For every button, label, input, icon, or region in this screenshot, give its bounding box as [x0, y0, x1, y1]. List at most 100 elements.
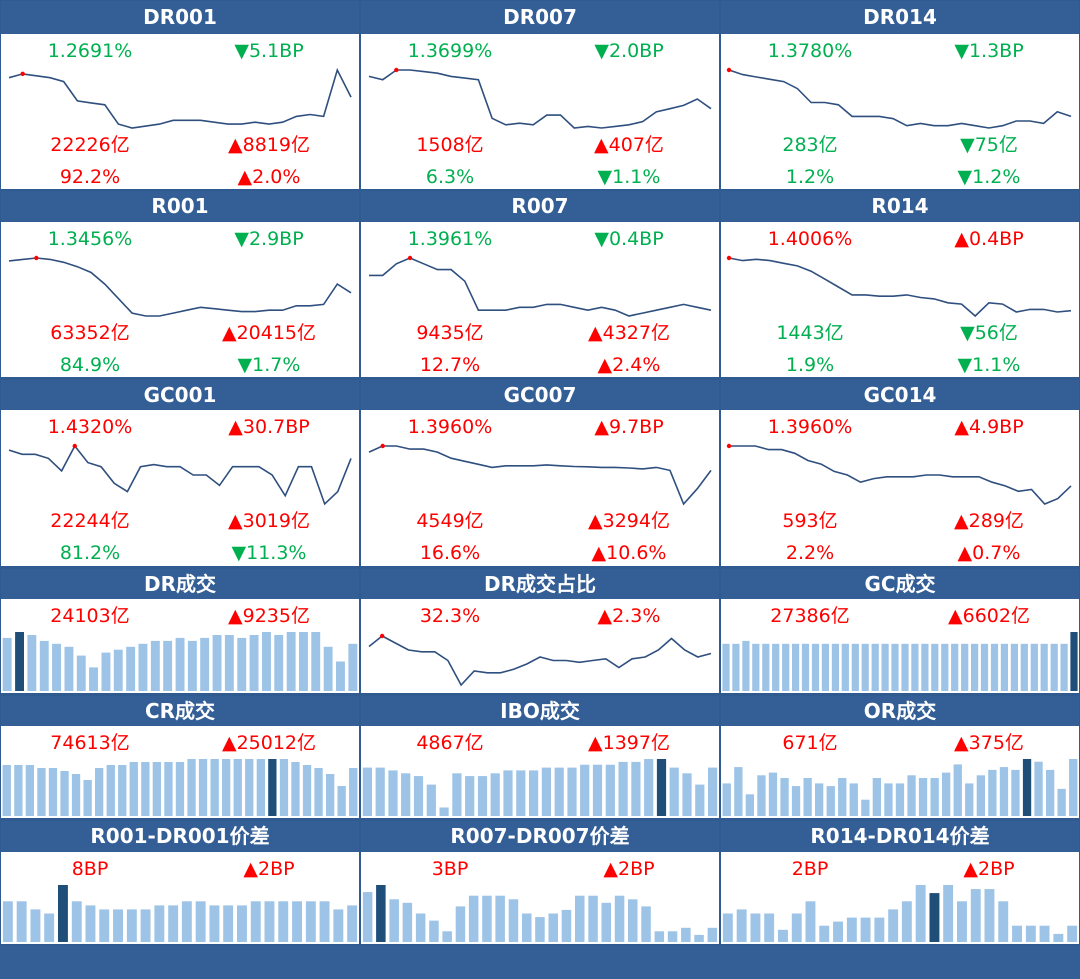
bar [305, 901, 316, 942]
bar [722, 783, 731, 816]
bar [187, 759, 196, 816]
bar [631, 761, 641, 816]
bar [302, 765, 312, 816]
bar [39, 640, 49, 691]
bar [529, 770, 539, 816]
bar [442, 931, 452, 942]
panel-DR014: DR014 1.3780% ▼1.3BP 283亿 ▼75亿 1.2% ▼1.2% [721, 1, 1079, 189]
bar [52, 643, 61, 691]
bar [654, 931, 665, 942]
bar [951, 643, 959, 691]
bar [656, 759, 667, 816]
bar [129, 762, 138, 816]
panel-title: GC001 [1, 380, 359, 410]
rate-value: 1.3780% [767, 40, 853, 62]
bar [734, 767, 743, 816]
bar [274, 635, 284, 691]
max-marker [726, 255, 732, 261]
series-line [728, 257, 1072, 318]
chart-DR成交 [2, 632, 358, 691]
bar [930, 778, 939, 816]
chart-R001 [8, 255, 352, 317]
bar [722, 643, 730, 691]
bar [826, 786, 835, 816]
bar [1046, 769, 1055, 816]
volume-change: ▲3294亿 [588, 510, 670, 532]
share-change: ▼1.1% [957, 354, 1021, 376]
chart-OR成交 [722, 759, 1078, 816]
bar [750, 913, 761, 942]
panel-R001-DR001价差: R001-DR001价差 8BP ▲2BP [1, 821, 359, 944]
panel-title: R014-DR014价差 [721, 821, 1079, 852]
bar [2, 901, 13, 942]
rate-value: 1.3960% [407, 416, 493, 438]
bar [1030, 643, 1038, 691]
bar [44, 913, 55, 942]
bar [413, 776, 424, 816]
bar [541, 767, 551, 816]
share-value: 16.6% [419, 542, 481, 564]
panel-title: IBO成交 [361, 696, 719, 726]
bar [861, 799, 870, 816]
bar [965, 783, 974, 816]
bar [503, 770, 513, 816]
bar [362, 892, 373, 942]
volume-value: 22244亿 [50, 510, 130, 532]
bar [209, 905, 220, 942]
share-value: 84.9% [59, 354, 121, 376]
bar [694, 934, 704, 942]
panel-title: R007 [361, 191, 719, 222]
bar [14, 765, 23, 816]
bar [921, 643, 929, 691]
bar [901, 901, 912, 942]
share-value: 1.9% [785, 354, 835, 376]
bar [64, 646, 74, 691]
bar [941, 643, 949, 691]
bar [222, 759, 231, 816]
panel-title: R014 [721, 191, 1079, 222]
bar [891, 643, 899, 691]
bar [791, 913, 802, 942]
bar [942, 772, 951, 816]
bar [1039, 925, 1050, 942]
rate-change: ▼2.0BP [594, 40, 664, 62]
bar [722, 913, 733, 942]
bar [278, 901, 289, 942]
metric-change: ▲6602亿 [948, 605, 1030, 627]
volume-value: 1508亿 [416, 134, 484, 156]
panel-title: DR001 [1, 1, 359, 34]
bar [772, 643, 780, 691]
volume-change: ▼75亿 [960, 134, 1018, 156]
bar [490, 773, 500, 816]
chart-R014-DR014价差 [722, 885, 1078, 942]
bar [1012, 925, 1022, 942]
bar [415, 913, 426, 942]
bar [929, 893, 940, 942]
bar [401, 773, 411, 816]
bar [522, 913, 532, 942]
bar [588, 895, 598, 942]
share-change: ▲10.6% [591, 542, 667, 564]
bar [291, 762, 300, 816]
bar [918, 778, 928, 816]
bar [429, 920, 439, 942]
bar [349, 768, 358, 816]
bar [984, 889, 995, 942]
bar [89, 667, 98, 691]
metric-value: 671亿 [782, 732, 838, 754]
bar [106, 765, 115, 816]
bar [140, 909, 151, 942]
rate-change: ▼2.9BP [234, 228, 304, 250]
bar [118, 765, 127, 816]
bar [198, 759, 208, 816]
bar [60, 771, 69, 816]
volume-change: ▲8819亿 [228, 134, 310, 156]
bar [168, 905, 179, 942]
bar [762, 643, 770, 691]
share-change: ▼1.1% [597, 166, 661, 188]
bar [152, 762, 161, 816]
bar [292, 901, 302, 942]
volume-change: ▲407亿 [594, 134, 664, 156]
bar [821, 643, 829, 691]
